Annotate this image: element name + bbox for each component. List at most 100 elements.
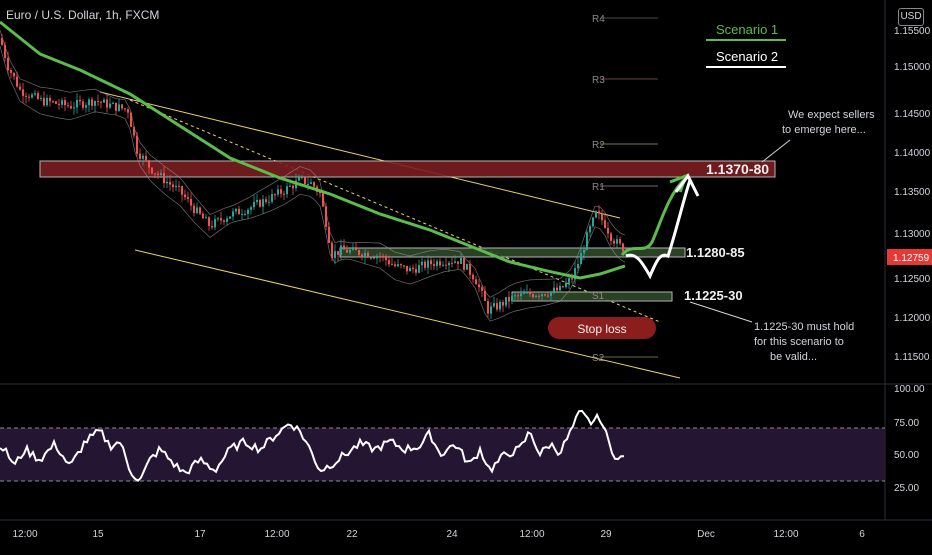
candle-body bbox=[136, 135, 138, 154]
candle-body bbox=[70, 106, 72, 109]
scenario-2-arrowhead bbox=[674, 173, 700, 197]
candle-body bbox=[67, 105, 69, 107]
rsi-line bbox=[0, 409, 624, 482]
candle-body bbox=[436, 261, 438, 266]
candle-body bbox=[556, 287, 558, 291]
candle-body bbox=[109, 103, 111, 108]
candle-body bbox=[394, 264, 396, 267]
currency-button[interactable]: USD bbox=[898, 8, 924, 26]
candle-body bbox=[130, 112, 132, 127]
candle-body bbox=[514, 295, 516, 297]
note-hold-line-3: be valid... bbox=[770, 351, 817, 363]
candle-body bbox=[277, 189, 279, 195]
rsi-tick-25: 25.00 bbox=[894, 483, 919, 494]
candle-body bbox=[430, 260, 432, 265]
candle-body bbox=[520, 293, 522, 296]
candle-body bbox=[550, 291, 552, 296]
candle-body bbox=[16, 76, 18, 87]
channel-upper-line bbox=[99, 91, 621, 219]
candle-body bbox=[589, 226, 591, 233]
candle-body bbox=[568, 278, 570, 283]
candle-body bbox=[406, 265, 408, 272]
candle-body bbox=[250, 207, 252, 210]
candle-body bbox=[13, 72, 15, 77]
candle-body bbox=[454, 261, 456, 263]
candle-body bbox=[451, 262, 453, 264]
stop-loss-label: Stop loss bbox=[577, 322, 626, 336]
time-tick-1: 12:00 bbox=[12, 529, 37, 540]
candle-body bbox=[586, 232, 588, 250]
price-tick-6: 1.13000 bbox=[894, 229, 931, 240]
candle-body bbox=[85, 105, 87, 108]
candle-body bbox=[307, 184, 309, 186]
candle-body bbox=[484, 290, 486, 302]
candle-body bbox=[535, 295, 537, 297]
candle-body bbox=[322, 193, 324, 207]
scenario-2-path bbox=[625, 179, 692, 280]
candle-body bbox=[73, 107, 75, 109]
candle-body bbox=[487, 301, 489, 314]
note-sellers-pointer bbox=[761, 139, 791, 163]
candle-body bbox=[595, 211, 597, 218]
price-tick-1: 1.15500 bbox=[894, 26, 931, 37]
candle-body bbox=[553, 287, 555, 292]
pivot-levels: R4 R3 R2 R1 S1 S2 bbox=[592, 14, 658, 364]
mid-zone-label: 1.1280-85 bbox=[686, 245, 745, 260]
candle-body bbox=[379, 255, 381, 257]
candle-body bbox=[22, 89, 24, 96]
candle-body bbox=[280, 189, 282, 194]
rsi-tick-50: 50.00 bbox=[894, 450, 919, 461]
candle-body bbox=[376, 255, 378, 259]
candle-body bbox=[235, 208, 237, 212]
legend-scenario-1-label: Scenario 1 bbox=[716, 22, 778, 37]
candle-body bbox=[421, 261, 423, 266]
candle-body bbox=[415, 269, 417, 273]
candle-body bbox=[604, 220, 606, 228]
candle-body bbox=[283, 193, 285, 195]
stop-loss-pill bbox=[548, 317, 656, 339]
candle-body bbox=[388, 260, 390, 265]
note-hold-line-1: 1.1225-30 must hold bbox=[754, 321, 854, 333]
candle-body bbox=[502, 302, 504, 306]
candle-body bbox=[271, 194, 273, 202]
pivot-s1-label: S1 bbox=[592, 291, 605, 302]
time-axis: 12:00 15 17 12:00 22 24 12:00 29 Dec 12:… bbox=[12, 529, 865, 540]
price-tick-2: 1.15000 bbox=[894, 62, 931, 73]
rsi-tick-100: 100.00 bbox=[894, 384, 925, 395]
time-tick-6: 24 bbox=[446, 529, 458, 540]
candle-body bbox=[547, 295, 549, 297]
candle-body bbox=[214, 219, 216, 228]
time-tick-7: 12:00 bbox=[519, 529, 544, 540]
candle-body bbox=[241, 214, 243, 216]
candle-body bbox=[76, 99, 78, 108]
rsi-tick-75: 75.00 bbox=[894, 418, 919, 429]
candle-body bbox=[613, 240, 615, 244]
pivot-s2-label: S2 bbox=[592, 353, 605, 364]
candle-body bbox=[427, 260, 429, 268]
candle-body bbox=[145, 155, 147, 161]
candle-body bbox=[196, 207, 198, 214]
candle-body bbox=[499, 302, 501, 310]
candle-body bbox=[199, 207, 201, 214]
candle-body bbox=[181, 186, 183, 195]
channel-lower-line bbox=[134, 249, 681, 379]
envelope-upper-line bbox=[0, 29, 626, 298]
price-tick-4: 1.14000 bbox=[894, 148, 931, 159]
candle-body bbox=[601, 213, 603, 221]
candle-body bbox=[208, 217, 210, 226]
candle-body bbox=[409, 267, 411, 272]
candle-body bbox=[289, 185, 291, 187]
candle-body bbox=[445, 264, 447, 266]
candle-body bbox=[463, 258, 465, 270]
pivot-r3-label: R3 bbox=[592, 75, 605, 86]
candle-body bbox=[91, 99, 93, 106]
candle-body bbox=[298, 177, 300, 181]
candle-body bbox=[253, 201, 255, 208]
scenario-1-arrowhead bbox=[669, 173, 689, 193]
candle-body bbox=[529, 291, 531, 295]
candle-body bbox=[532, 294, 534, 297]
candle-body bbox=[361, 254, 363, 257]
note-hold-pointer bbox=[689, 301, 753, 323]
candle-body bbox=[244, 213, 246, 215]
